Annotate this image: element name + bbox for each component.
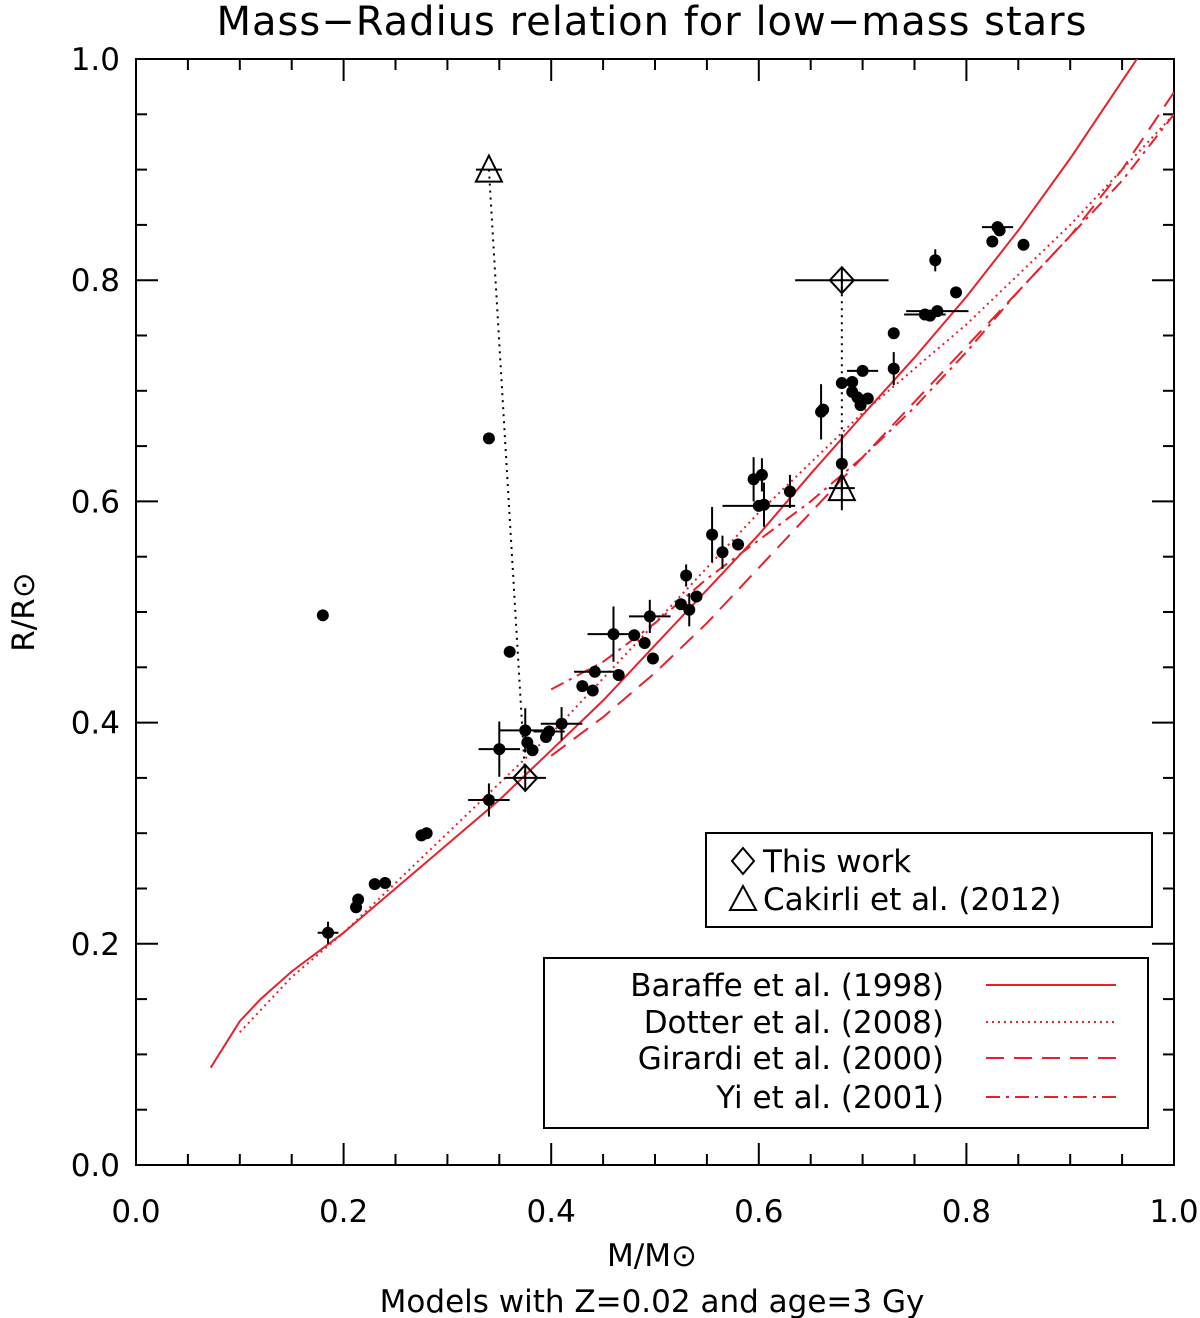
data-point [543,725,556,738]
x-tick-label: 1.0 [1149,1194,1198,1230]
data-point [503,645,516,658]
legend-yi-label: Yi et al. (2001) [715,1080,944,1116]
y-tick-label: 0.4 [71,706,120,742]
data-point [352,893,365,906]
data-point [368,878,381,891]
legend-this-work-label: This work [762,844,911,880]
data-point [887,362,900,375]
data-points [316,221,1030,944]
x-tick-label: 0.0 [111,1194,160,1230]
data-point [643,610,656,623]
data-point [628,629,641,642]
data-point [379,876,392,889]
data-point [680,569,693,582]
legend-triangle-marker [728,883,758,911]
data-point [817,403,830,416]
data-point [835,457,848,470]
legend-girardi-label: Girardi et al. (2000) [638,1041,944,1077]
legend-cakirli-label: Cakirli et al. (2012) [763,882,1062,918]
model-curve-dashdot [550,113,1174,691]
legend-markers: This work Cakirli et al. (2012) [705,832,1153,928]
data-point [993,224,1006,237]
chart-title: Mass−Radius relation for low−mass stars [217,0,1088,45]
data-point [861,392,874,405]
data-point [482,432,495,445]
x-axis-label: M/M⊙ [607,1238,697,1274]
x-tick-label: 0.8 [942,1194,991,1230]
chart-subtitle: Models with Z=0.02 and age=3 Gy [380,1284,925,1318]
data-point [482,794,495,807]
y-tick-label: 0.2 [71,927,120,963]
legend-lines: Baraffe et al. (1998) Dotter et al. (200… [543,957,1149,1129]
data-point [716,546,729,559]
special-points [474,153,889,793]
axis-ticks [135,58,1175,1166]
data-point [835,377,848,390]
data-point [690,590,703,603]
data-point [856,364,869,377]
data-point [846,375,859,388]
data-point [783,485,796,498]
legend-markers-box [705,832,1153,928]
y-tick-labels: 0.0 0.2 0.4 0.6 0.8 1.0 [71,42,120,1184]
data-point [887,327,900,340]
data-point [420,827,433,840]
x-tick-labels: 0.0 0.2 0.4 0.6 0.8 1.0 [111,1194,1198,1230]
data-point [1017,238,1030,251]
data-point [929,254,942,267]
connector-lines [487,169,843,778]
data-point [526,744,539,757]
data-point [646,652,659,665]
data-point [519,724,532,737]
connector-line [487,169,527,778]
y-tick-label: 1.0 [71,42,120,78]
x-tick-label: 0.4 [527,1194,576,1230]
x-tick-label: 0.2 [319,1194,368,1230]
data-point [586,684,599,697]
model-curves [209,59,1174,1069]
data-point [931,305,944,318]
data-point [588,665,601,678]
y-tick-label: 0.0 [71,1148,120,1184]
model-curve-solid [209,59,1139,1069]
x-tick-label: 0.6 [734,1194,783,1230]
y-tick-label: 0.6 [71,484,120,520]
data-point [755,468,768,481]
data-point [950,286,963,299]
data-point [316,609,329,622]
legend-dotter-label: Dotter et al. (2008) [644,1005,944,1041]
data-point [683,603,696,616]
legend-baraffe-label: Baraffe et al. (1998) [630,968,944,1004]
data-point [555,717,568,730]
data-point [493,743,506,756]
data-point [732,538,745,551]
y-tick-label: 0.8 [71,263,120,299]
data-point [986,235,999,248]
data-point [612,669,625,682]
data-point [576,680,589,693]
data-point [638,636,651,649]
legend-diamond-marker [730,846,756,876]
y-axis-label: R/R⊙ [6,572,42,652]
legend-lines-box [543,957,1149,1129]
data-point [607,628,620,641]
data-point [757,498,770,511]
data-point [322,926,335,939]
data-point [706,528,719,541]
model-curve-dotted [239,113,1174,1033]
